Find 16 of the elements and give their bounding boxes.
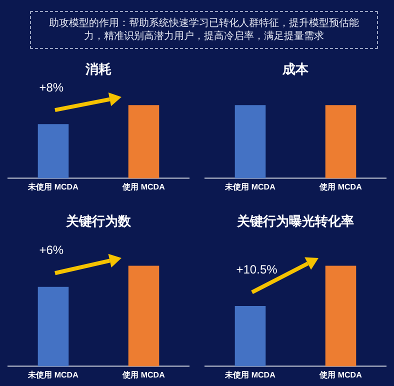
x-tick-label: 未使用 MCDA <box>224 370 276 380</box>
x-tick-label: 未使用 MCDA <box>27 370 79 380</box>
chart-title: 关键行为数 <box>65 213 132 228</box>
annotation: +10.5% <box>236 262 278 276</box>
x-tick-label: 使用 MCDA <box>318 182 362 192</box>
x-tick-label: 未使用 MCDA <box>27 182 79 192</box>
chart-title: 成本 <box>282 61 310 76</box>
chart-title: 消耗 <box>84 61 112 76</box>
text: +6% <box>39 243 64 258</box>
x-tick-label: 使用 MCDA <box>122 370 166 380</box>
text: +8% <box>39 80 64 94</box>
x-tick-label: 未使用 MCDA <box>224 182 276 192</box>
x-tick-label: 使用 MCDA <box>318 370 362 380</box>
chart-title: 关键行为曝光转化率 <box>236 213 354 228</box>
x-tick-label: 使用 MCDA <box>122 182 166 192</box>
text: 助攻模型的作用：帮助系统快速学习已转化人群特征，提升模型预估能力，精准识别高潜力用户，提高冷启率，满足提量需求 <box>48 17 360 43</box>
